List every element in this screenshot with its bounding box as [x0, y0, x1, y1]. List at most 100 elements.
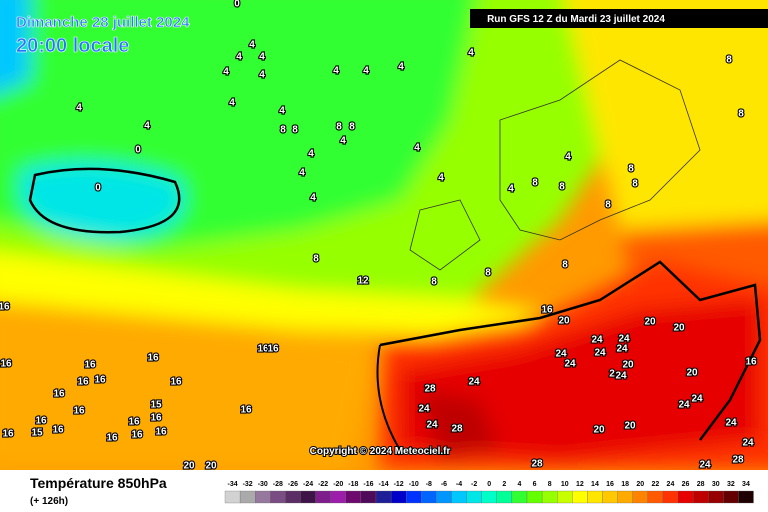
scale-swatch	[541, 490, 558, 504]
run-info: Run GFS 12 Z du Mardi 23 juillet 2024	[487, 14, 665, 25]
contour-label: 16	[155, 427, 167, 438]
contour-label: 28	[424, 384, 436, 395]
contour-label: 16	[53, 389, 65, 400]
scale-swatch	[511, 490, 528, 504]
contour-label: 16	[35, 416, 47, 427]
contour-label: 24	[418, 404, 430, 415]
scale-swatch	[572, 490, 588, 504]
contour-label: 16	[240, 405, 252, 416]
copyright: Copyright © 2024 Meteociel.fr	[310, 446, 451, 457]
scale-label: -26	[288, 481, 298, 488]
scale-label: 6	[533, 481, 537, 488]
date: Dimanche 28 juillet 2024	[16, 14, 190, 31]
contour-label: 24	[591, 335, 603, 346]
scale-swatch	[723, 490, 739, 504]
contour-label: 20	[183, 461, 195, 472]
contour-label: 4	[340, 136, 346, 147]
contour-label: 16	[0, 359, 12, 370]
contour-label: 0	[95, 183, 101, 194]
contour-label: 4	[259, 70, 265, 81]
contour-label: 0	[234, 0, 240, 10]
scale-label: -18	[348, 481, 358, 488]
contour-label: 24	[678, 400, 690, 411]
scale-swatch	[617, 490, 633, 504]
contour-label: 16	[150, 413, 162, 424]
contour-label: 15	[150, 400, 162, 411]
lead-time: (+ 126h)	[30, 496, 68, 507]
contour-label: 16	[170, 377, 182, 388]
scale-label: 20	[636, 481, 644, 488]
scale-swatch	[255, 490, 271, 504]
scale-swatch	[632, 490, 648, 504]
contour-label: 4	[438, 173, 444, 184]
contour-label: 16	[77, 377, 89, 388]
contour-label: 4	[259, 52, 265, 63]
contour-label: 24	[691, 394, 703, 405]
footer-title: Température 850hPa	[30, 475, 167, 491]
contour-label: 20	[622, 360, 634, 371]
scale-label: 18	[621, 481, 629, 488]
contour-label: 4	[279, 106, 285, 117]
scale-swatch	[436, 490, 452, 504]
contour-label: 28	[531, 459, 543, 470]
scale-label: -8	[426, 481, 432, 488]
contour-label: 8	[738, 109, 744, 120]
contour-label: 4	[236, 52, 242, 63]
contour-label: 8	[559, 182, 565, 193]
contour-label: 8	[532, 178, 538, 189]
contour-label: 24	[615, 371, 627, 382]
scale-label: -14	[378, 481, 388, 488]
contour-label: 0	[135, 145, 141, 156]
contour-label: 8	[726, 55, 732, 66]
contour-label: 8	[605, 200, 611, 211]
contour-label: 16	[128, 417, 140, 428]
scale-label: -24	[303, 481, 313, 488]
contour-label: 16	[0, 302, 10, 313]
contour-label: 24	[616, 344, 628, 355]
contour-label: 8	[485, 268, 491, 279]
contour-label: 16	[106, 433, 118, 444]
contour-label: 16	[267, 344, 279, 355]
scale-swatch	[677, 490, 694, 504]
scale-swatch	[421, 490, 437, 504]
scale-label: -28	[273, 481, 283, 488]
contour-label: 8	[628, 164, 634, 175]
contour-label: 28	[732, 455, 744, 466]
scale-swatch	[345, 490, 362, 504]
contour-label: 4	[508, 184, 514, 195]
scale-label: 34	[742, 481, 750, 488]
contour-label: 20	[593, 425, 605, 436]
scale-label: -6	[441, 481, 447, 488]
scale-label: 8	[548, 481, 552, 488]
scale-swatch	[738, 490, 754, 504]
contour-label: 24	[618, 334, 630, 345]
contour-label: 24	[468, 377, 480, 388]
contour-label: 8	[562, 260, 568, 271]
scale-swatch	[406, 490, 422, 504]
contour-label: 20	[686, 368, 698, 379]
contour-label: 4	[333, 66, 339, 77]
contour-label: 12	[357, 276, 369, 287]
scale-label: 0	[487, 481, 491, 488]
scale-label: 24	[667, 481, 675, 488]
scale-swatch	[662, 490, 679, 504]
contour-label: 8	[632, 179, 638, 190]
contour-label: 4	[308, 149, 314, 160]
contour-label: 8	[431, 277, 437, 288]
contour-label: 4	[363, 66, 369, 77]
contour-label: 24	[725, 418, 737, 429]
contour-label: 4	[398, 62, 404, 73]
scale-label: 4	[517, 481, 521, 488]
scale-swatch	[451, 490, 467, 504]
scale-swatch	[285, 490, 301, 504]
scale-label: -32	[243, 481, 253, 488]
contour-label: 16	[73, 406, 85, 417]
contour-label: 24	[426, 420, 438, 431]
scale-swatch	[481, 490, 497, 504]
scale-swatch	[360, 490, 377, 504]
contour-label: 4	[310, 193, 316, 204]
contour-label: 4	[229, 98, 235, 109]
scale-label: 28	[697, 481, 705, 488]
scale-swatch	[390, 490, 407, 504]
contour-label: 24	[564, 359, 576, 370]
